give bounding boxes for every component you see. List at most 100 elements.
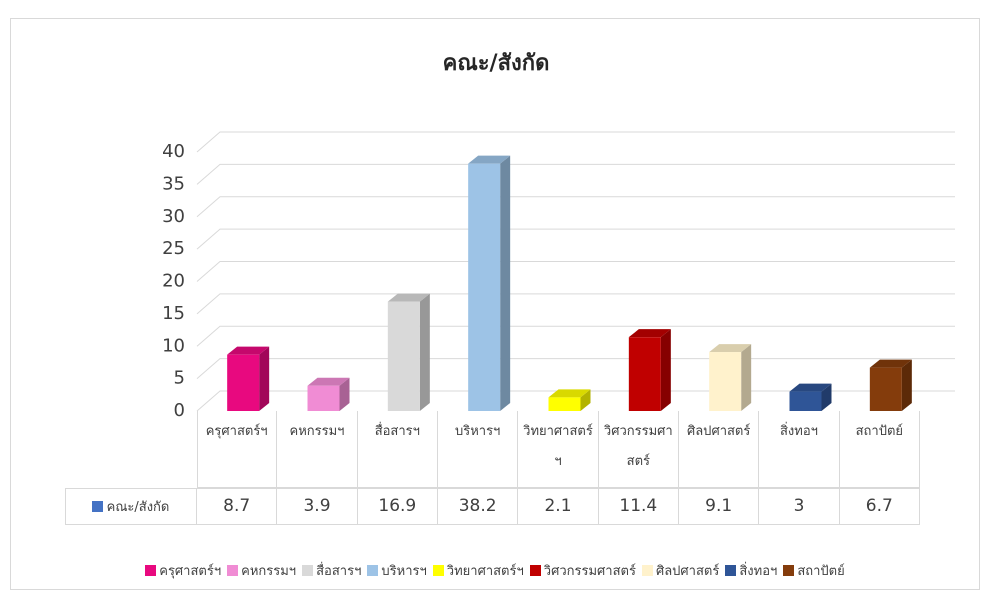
y-tick-label: 25 (162, 238, 185, 259)
bar-side (500, 155, 511, 411)
bar (387, 301, 420, 411)
legend-label: วิทยาศาสตร์ฯ (446, 564, 524, 579)
grid-line (196, 196, 955, 218)
table-border (197, 411, 198, 488)
table-border (65, 488, 920, 489)
legend-swatch (641, 565, 653, 576)
data-table-value: 2.1 (518, 488, 599, 525)
x-tick-label: สิ่งทอฯ (759, 411, 840, 488)
bar-side (259, 346, 270, 411)
bar-top (227, 346, 270, 355)
legend-item: บริหารฯ (367, 560, 427, 581)
legend-item: สื่อสารฯ (302, 560, 361, 581)
bar-side (901, 359, 912, 411)
x-tick-label: วิศวกรรมศาสตร์ (598, 411, 679, 488)
data-table-value: 8.7 (197, 488, 278, 525)
legend-item: คหกรรมฯ (227, 560, 296, 581)
x-tick-label: คหกรรมฯ (277, 411, 358, 488)
legend-label: สิ่งทอฯ (739, 564, 778, 579)
legend-item: สิ่งทอฯ (725, 560, 777, 581)
legend-label: สถาปัตย์ (797, 564, 845, 579)
legend-label: บริหารฯ (381, 564, 427, 579)
bar-side (660, 329, 671, 411)
chart-title: คณะ/สังกัด (443, 51, 550, 76)
legend-label: คหกรรมฯ (241, 564, 297, 579)
legend-swatch (145, 565, 157, 576)
bar-top (468, 155, 511, 164)
data-table-value: 3 (759, 488, 840, 525)
legend-label: ศิลปศาสตร์ (655, 564, 720, 579)
bar-top (387, 293, 430, 302)
legend-item: ครุศาสตร์ฯ (145, 560, 221, 581)
legend-key (91, 500, 103, 512)
bar-top (307, 377, 350, 386)
grid-line (196, 325, 955, 347)
grid-line (196, 358, 955, 380)
legend-item: วิทยาศาสตร์ฯ (432, 560, 524, 581)
y-tick-label: 0 (174, 400, 185, 421)
bar-side (339, 377, 350, 411)
bar-side (580, 389, 591, 411)
bar (628, 337, 661, 411)
bar-side (741, 344, 752, 411)
bar-top (869, 359, 912, 368)
bar-top (709, 344, 752, 353)
y-tick-label: 35 (162, 173, 185, 194)
data-table-value: 16.9 (357, 488, 438, 525)
x-tick-label: สื่อสารฯ (357, 411, 438, 488)
chart-frame (10, 18, 980, 590)
bar-top (789, 383, 832, 392)
data-table-value: 9.1 (679, 488, 760, 525)
legend: ครุศาสตร์ฯ คหกรรมฯ สื่อสารฯ บริหารฯ วิทยาศาส… (10, 560, 980, 581)
data-table-value: 3.9 (277, 488, 358, 525)
data-table-value: 6.7 (839, 488, 920, 525)
data-table-value: 38.2 (438, 488, 519, 525)
legend-swatch (302, 565, 314, 576)
bar-side (419, 293, 430, 411)
y-tick-label: 30 (162, 206, 185, 227)
x-tick-label: ศิลปศาสตร์ (679, 411, 760, 488)
y-tick-label: 15 (162, 303, 185, 324)
y-tick-label: 10 (162, 335, 185, 356)
bar (468, 163, 501, 411)
x-tick-label: วิทยาศาสตร์ฯ (518, 411, 599, 488)
data-table-value: 11.4 (598, 488, 679, 525)
y-tick-label: 20 (162, 271, 185, 292)
legend-item: สถาปัตย์ (783, 560, 845, 581)
legend-item: วิศวกรรมศาสตร์ (529, 560, 636, 581)
legend-swatch (783, 565, 795, 576)
grid-line (196, 163, 955, 185)
legend-label: วิศวกรรมศาสตร์ (543, 564, 636, 579)
legend-swatch (529, 565, 541, 576)
bar (548, 397, 581, 411)
table-border (65, 488, 66, 525)
x-tick-label: บริหารฯ (438, 411, 519, 488)
bar (869, 367, 902, 411)
legend-label: ครุศาสตร์ฯ (159, 564, 222, 579)
y-tick-label: 40 (162, 141, 185, 162)
grid-line (196, 293, 955, 315)
table-series-cell: คณะ/สังกัด (65, 488, 197, 525)
legend-swatch (227, 565, 239, 576)
legend-label: สื่อสารฯ (316, 564, 362, 579)
grid-line (196, 261, 955, 282)
bar (227, 354, 260, 411)
y-tick-label: 5 (174, 368, 185, 389)
x-tick-label: ครุศาสตร์ฯ (197, 411, 278, 488)
legend-swatch (367, 565, 379, 576)
bar-top (628, 329, 671, 338)
legend-swatch (725, 565, 737, 576)
bar (307, 385, 340, 411)
legend-item: ศิลปศาสตร์ (641, 560, 720, 581)
bar (709, 352, 742, 411)
grid-line (196, 228, 955, 250)
table-series-name: คณะ/สังกัด (106, 499, 170, 515)
bar-side (821, 383, 832, 411)
x-tick-label: สถาปัตย์ (839, 411, 920, 488)
legend-swatch (432, 565, 444, 576)
grid-line (196, 131, 955, 153)
bar (789, 391, 822, 411)
bar-top (548, 389, 591, 398)
